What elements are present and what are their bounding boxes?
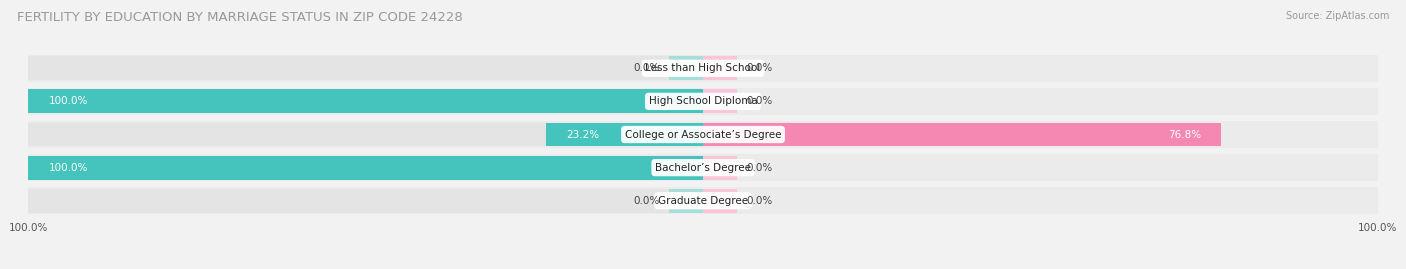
Bar (28, 156, 703, 179)
Text: College or Associate’s Degree: College or Associate’s Degree (624, 129, 782, 140)
Text: Less than High School: Less than High School (645, 63, 761, 73)
Text: 0.0%: 0.0% (747, 162, 773, 173)
Text: 100.0%: 100.0% (48, 162, 87, 173)
Bar (703, 156, 737, 179)
Bar (28, 55, 1378, 82)
Text: Bachelor’s Degree: Bachelor’s Degree (655, 162, 751, 173)
Text: 23.2%: 23.2% (567, 129, 600, 140)
Bar (28, 88, 1378, 115)
Bar (703, 123, 1222, 146)
Bar (703, 189, 737, 213)
Bar (547, 123, 703, 146)
Text: Source: ZipAtlas.com: Source: ZipAtlas.com (1285, 11, 1389, 21)
Text: 0.0%: 0.0% (747, 96, 773, 107)
Bar (28, 156, 703, 179)
Bar (28, 121, 1378, 148)
Bar (28, 90, 703, 113)
Bar (28, 189, 703, 213)
Bar (703, 90, 737, 113)
Text: High School Diploma: High School Diploma (648, 96, 758, 107)
Bar (703, 56, 737, 80)
Bar (28, 187, 1378, 214)
Text: Graduate Degree: Graduate Degree (658, 196, 748, 206)
Bar (28, 123, 703, 146)
Text: 0.0%: 0.0% (747, 196, 773, 206)
Text: 0.0%: 0.0% (633, 63, 659, 73)
Bar (28, 56, 703, 80)
Bar (28, 154, 1378, 181)
Bar (28, 90, 703, 113)
Text: 76.8%: 76.8% (1168, 129, 1201, 140)
Bar (669, 56, 703, 80)
Text: FERTILITY BY EDUCATION BY MARRIAGE STATUS IN ZIP CODE 24228: FERTILITY BY EDUCATION BY MARRIAGE STATU… (17, 11, 463, 24)
Text: 0.0%: 0.0% (747, 63, 773, 73)
Text: 0.0%: 0.0% (633, 196, 659, 206)
Bar (669, 189, 703, 213)
Text: 100.0%: 100.0% (48, 96, 87, 107)
